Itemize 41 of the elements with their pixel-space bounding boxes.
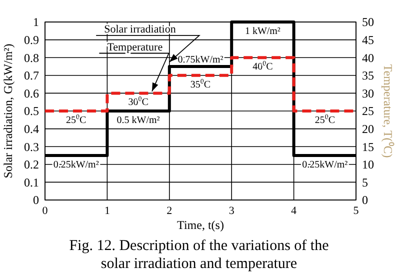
y2-tick-label: 45: [362, 33, 374, 47]
x-tick-label: 0: [42, 205, 48, 217]
y2-tick-label: 10: [362, 158, 374, 172]
y-tick-label: 0.8: [24, 50, 39, 65]
y-tick-label: 0.3: [24, 140, 39, 154]
caption: Fig. 12. Description of the variations of the solar irradiation and temperature: [69, 238, 330, 272]
annotation: 1 kW/m²: [244, 26, 280, 37]
x-axis-title: Time, t(s): [177, 218, 224, 232]
y2-tick-label: 50: [362, 15, 374, 30]
annotation: 25$^{0}$C: [314, 113, 336, 126]
y2-tick-label: 20: [362, 122, 374, 136]
x-tick-label: 2: [166, 205, 172, 217]
y2-tick-label: 35: [362, 68, 374, 83]
x-tick-label: 5: [353, 205, 360, 217]
y-tick-label: 0: [33, 193, 39, 208]
y-tick-label: 0.2: [24, 158, 39, 172]
y-tick-label: 0.7: [24, 68, 39, 83]
y2-tick-label: 25: [362, 104, 374, 118]
annotation: 0.75kW/m²: [178, 54, 224, 66]
x-tick-label: 3: [228, 205, 235, 217]
y-tick-label: 0.4: [24, 122, 39, 136]
y2-tick-label: 40: [362, 50, 374, 65]
y-tick-label: 0.5: [24, 104, 39, 118]
x-tick-label: 4: [291, 205, 298, 217]
y-tick-label: 1: [33, 15, 39, 30]
y2-tick-label: 0: [362, 193, 368, 208]
y2-axis-title: Temperature, T(⁰C): [381, 64, 395, 158]
y2-tick-label: 30: [362, 86, 374, 100]
y-tick-label: 0.6: [24, 86, 39, 100]
y2-tick-label: 5: [362, 175, 368, 190]
y-tick-label: 0.1: [24, 175, 39, 190]
annotation: 40$^{0}$C: [252, 60, 274, 73]
y2-tick-label: 15: [362, 140, 374, 154]
annotation: 30$^{0}$C: [128, 95, 149, 108]
annotation: 0.5 kW/m²: [116, 115, 160, 126]
y-axis-title: Solar irradiation, G(kW/m²): [1, 44, 15, 178]
text: Temperature: [107, 41, 163, 54]
x-tick-label: 1: [104, 205, 110, 217]
y-tick-label: 0.9: [24, 33, 39, 47]
annotation: 35$^{0}$C: [190, 77, 211, 90]
annotation: 25$^{0}$C: [66, 113, 87, 126]
